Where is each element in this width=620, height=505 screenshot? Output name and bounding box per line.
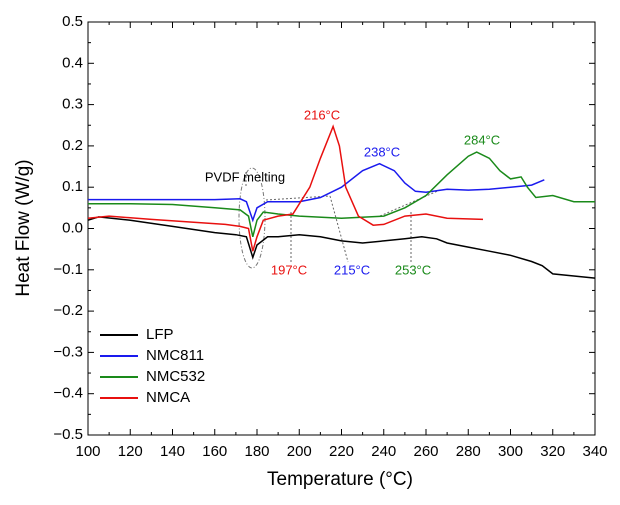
pvdf-ellipse: [238, 167, 266, 269]
series-line: [87, 216, 596, 279]
annotation: 216°C: [304, 107, 340, 122]
x-tick-label: 160: [202, 443, 227, 460]
y-tick-label: 0.3: [62, 96, 83, 113]
y-axis-label: Heat Flow (W/g): [13, 159, 34, 296]
legend-label: NMCA: [146, 389, 190, 406]
x-tick-label: 140: [160, 443, 185, 460]
series-line: [88, 151, 595, 237]
x-tick-label: 220: [329, 443, 354, 460]
annotation: 284°C: [464, 132, 500, 147]
legend-label: LFP: [146, 326, 174, 343]
x-tick-label: 280: [456, 443, 481, 460]
annotation: 215°C: [334, 262, 370, 277]
x-tick-label: 120: [118, 443, 143, 460]
x-tick-label: 320: [540, 443, 565, 460]
x-tick-label: 340: [582, 443, 607, 460]
x-tick-label: 300: [498, 443, 523, 460]
series-line: [87, 124, 484, 252]
y-tick-label: 0.4: [62, 54, 83, 71]
annotation-arrows: [245, 170, 441, 263]
annotation: 197°C: [271, 262, 307, 277]
legend-label: NMC811: [146, 347, 204, 364]
series-line: [88, 162, 545, 223]
x-tick-label: 260: [413, 443, 438, 460]
x-tick-label: 180: [244, 443, 269, 460]
x-tick-label: 200: [287, 443, 312, 460]
y-tick-label: −0.3: [53, 343, 83, 360]
annotation: PVDF melting: [205, 169, 285, 184]
y-tick-label: 0.2: [62, 137, 83, 154]
y-tick-label: 0.1: [62, 178, 83, 195]
x-tick-label: 240: [371, 443, 396, 460]
y-tick-label: −0.5: [53, 426, 83, 443]
x-axis-label: Temperature (°C): [267, 469, 413, 490]
y-tick-label: 0.5: [62, 13, 83, 30]
y-tick-label: −0.4: [53, 385, 83, 402]
y-tick-label: 0.0: [62, 219, 83, 236]
y-tick-label: −0.2: [53, 302, 83, 319]
y-tick-label: −0.1: [53, 261, 83, 278]
annotation: 253°C: [395, 262, 431, 277]
x-tick-label: 100: [75, 443, 100, 460]
legend-label: NMC532: [146, 368, 205, 385]
annotation: 238°C: [364, 144, 400, 159]
